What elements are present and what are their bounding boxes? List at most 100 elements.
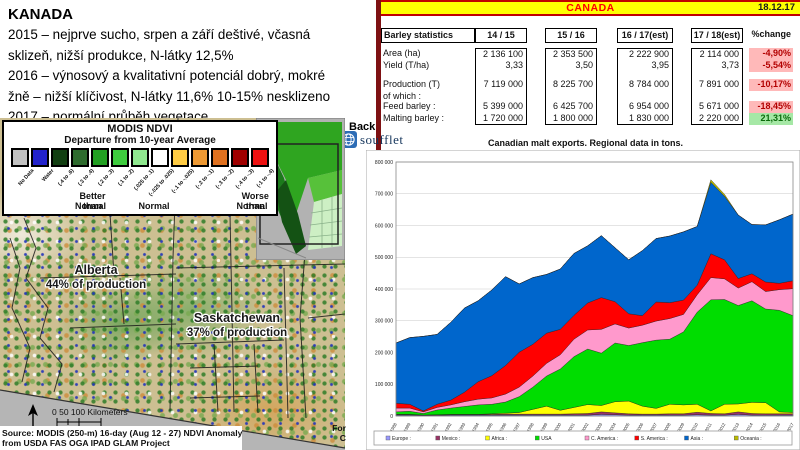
back-link[interactable]: Back <box>349 121 376 133</box>
country-title: CANADA <box>566 2 615 14</box>
scale-better: Better than Normal <box>75 191 107 211</box>
scalebar-ticks <box>56 418 102 426</box>
gap <box>527 72 545 79</box>
notes-block: KANADA 2015 – nejprve sucho, srpen a zář… <box>8 4 382 128</box>
table-row-label: of which : <box>383 91 422 101</box>
gap <box>527 28 545 43</box>
svg-text:1992: 1992 <box>444 421 453 432</box>
svg-text:1989: 1989 <box>402 421 411 432</box>
table-cell <box>545 91 597 101</box>
legend-title: MODIS NDVI <box>107 123 173 135</box>
ndvi-swatch <box>111 148 129 167</box>
table-change-cell: -10,17% <box>749 79 793 91</box>
sask-label: Saskatchewan <box>194 311 280 325</box>
gap <box>673 91 691 101</box>
table-cell: 7 891 000 <box>691 79 743 91</box>
svg-text:C. America :: C. America : <box>591 436 618 442</box>
svg-text:500 000: 500 000 <box>375 255 393 261</box>
svg-text:Mexico :: Mexico : <box>442 436 461 442</box>
gap <box>527 60 545 72</box>
panel-header: CANADA 18.12.17 <box>381 0 800 16</box>
gap <box>597 72 617 79</box>
svg-text:2003: 2003 <box>594 421 603 432</box>
svg-text:2011: 2011 <box>704 421 713 432</box>
ndvi-legend: MODIS NDVI Departure from 10-year Averag… <box>2 120 278 216</box>
gap <box>527 48 545 60</box>
gap <box>527 91 545 101</box>
note-line: žně – nižší klíčivost, N-látky 11,6% 10-… <box>8 88 331 104</box>
svg-text:400 000: 400 000 <box>375 287 393 293</box>
table-row-label: Feed barley : <box>383 101 436 111</box>
svg-text:S. America :: S. America : <box>641 436 668 442</box>
ndvi-swatch <box>51 148 69 167</box>
gap <box>673 113 691 125</box>
ndvi-swatch <box>171 148 189 167</box>
svg-text:2002: 2002 <box>580 421 589 432</box>
table-cell <box>475 72 527 79</box>
barley-statistics-table: Barley statistics 14 / 15 15 / 16 16 / 17(e… <box>381 28 793 125</box>
gap <box>597 101 617 113</box>
table-header-col: 15 / 16 <box>545 28 597 43</box>
ndvi-swatch <box>71 148 89 167</box>
svg-text:100 000: 100 000 <box>375 382 393 388</box>
table-cell: 3,73 <box>691 60 743 72</box>
table-cell: 1 800 000 <box>545 113 597 125</box>
table-change-cell: -4,90% <box>749 48 793 60</box>
slide-title: KANADA <box>8 6 73 23</box>
gap <box>597 79 617 91</box>
table-change-cell <box>749 91 793 101</box>
svg-text:1993: 1993 <box>457 421 466 432</box>
svg-text:1996: 1996 <box>498 421 507 432</box>
svg-text:600 000: 600 000 <box>375 223 393 229</box>
source-text-bg <box>0 426 242 450</box>
svg-text:1988: 1988 <box>389 421 398 432</box>
table-cell <box>617 72 673 79</box>
legend-scale-labels: Better than Normal Normal Worse than Norma… <box>4 191 276 213</box>
table-cell: 2 222 900 <box>617 48 673 60</box>
report-date: 18.12.17 <box>758 2 795 13</box>
gap <box>673 101 691 113</box>
sask-sublabel: 37% of production <box>187 327 287 339</box>
svg-text:0: 0 <box>390 414 393 420</box>
table-header-col: 14 / 15 <box>475 28 527 43</box>
exports-chart-svg: 0 100 000 200 000 300 000 400 000 500 000 600 … <box>365 149 800 450</box>
ndvi-swatch <box>31 148 49 167</box>
svg-text:300 000: 300 000 <box>375 319 393 325</box>
svg-text:2016: 2016 <box>772 421 781 432</box>
table-cell <box>691 91 743 101</box>
table-row-label: Area (ha) <box>383 48 421 58</box>
svg-text:2012: 2012 <box>717 421 726 432</box>
legend-subtitle: Departure from 10-year Average <box>64 135 216 146</box>
table-change-cell: -5,54% <box>749 60 793 72</box>
svg-text:2006: 2006 <box>635 421 644 432</box>
scale-worse: Worse than Normal <box>236 191 269 211</box>
table-header-change: %change <box>751 29 791 39</box>
table-cell: 5 399 000 <box>475 101 527 113</box>
table-cell: 2 220 000 <box>691 113 743 125</box>
table-header-col: 17 / 18(est) <box>691 28 743 43</box>
table-cell: 2 136 100 <box>475 48 527 60</box>
gap <box>597 60 617 72</box>
table-cell: 5 671 000 <box>691 101 743 113</box>
table-cell: 3,50 <box>545 60 597 72</box>
gap <box>673 28 691 43</box>
table-cell <box>545 72 597 79</box>
table-row-label <box>381 72 475 79</box>
table-header-col: 16 / 17(est) <box>617 28 673 43</box>
scalebar-label: 0 50 100 Kilometers <box>52 407 128 417</box>
svg-text:2007: 2007 <box>649 421 658 432</box>
table-change-cell <box>749 72 793 79</box>
gap <box>673 48 691 60</box>
ndvi-swatch <box>11 148 29 167</box>
svg-text:Europe :: Europe : <box>392 436 411 442</box>
gap <box>597 113 617 125</box>
table-change-cell: 21,31% <box>749 113 793 125</box>
svg-text:2015: 2015 <box>758 421 767 432</box>
table-row-label: Malting barley : <box>383 113 445 123</box>
table-cell: 2 353 500 <box>545 48 597 60</box>
svg-text:1995: 1995 <box>485 421 494 432</box>
gap <box>673 60 691 72</box>
ndvi-swatch <box>131 148 149 167</box>
svg-text:2004: 2004 <box>608 421 617 432</box>
